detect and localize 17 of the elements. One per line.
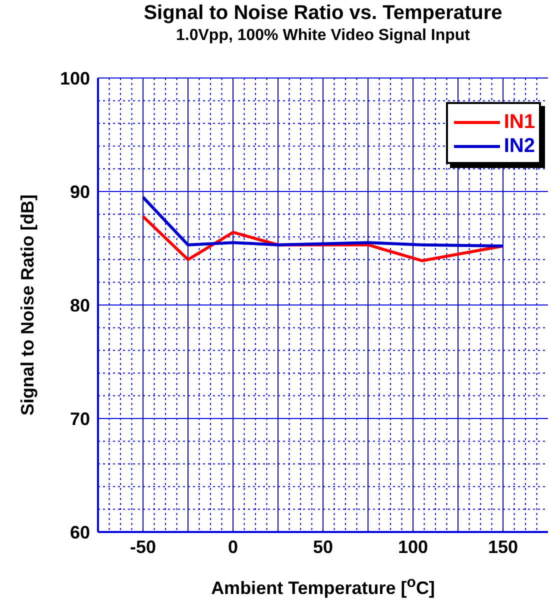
y-axis-title: Signal to Noise Ratio [dB] xyxy=(18,194,38,418)
legend-label: IN1 xyxy=(504,110,535,134)
x-axis-title: Ambient Temperature [$^{o}$C] xyxy=(210,574,436,599)
y-tick-label: 60 xyxy=(70,522,90,542)
x-tick-label: 150 xyxy=(488,536,518,557)
line-series xyxy=(142,196,504,248)
y-tick-label: 100 xyxy=(60,68,90,88)
y-tick-label: 70 xyxy=(70,408,90,429)
x-tick-label: -50 xyxy=(130,536,156,557)
x-tick-label: 100 xyxy=(398,536,428,557)
legend-label: IN2 xyxy=(504,134,535,158)
x-tick-label: 0 xyxy=(228,536,238,557)
chart-title: Signal to Noise Ratio vs. Temperature xyxy=(142,2,504,25)
x-tick-label: 50 xyxy=(312,536,334,557)
chart-subtitle: 1.0Vpp, 100% White Video Signal Input xyxy=(175,27,471,45)
y-tick-label: 80 xyxy=(70,295,90,316)
y-tick-label: 90 xyxy=(70,182,90,202)
